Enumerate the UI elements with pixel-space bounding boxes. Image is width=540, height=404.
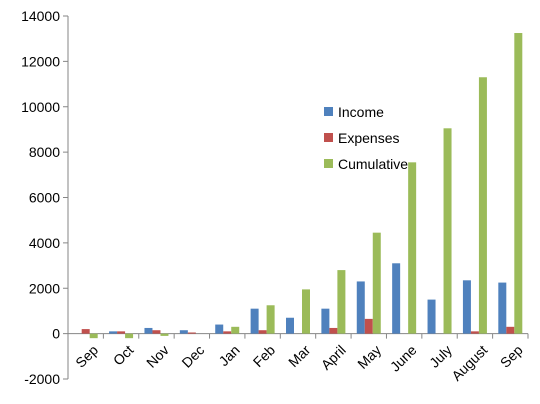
bar-expenses-7 xyxy=(329,327,338,334)
bar-income-11 xyxy=(462,280,471,334)
y-tick-label: -2000 xyxy=(24,371,60,387)
legend-swatch-income xyxy=(324,107,333,116)
bar-income-7 xyxy=(321,308,330,334)
legend-swatch-cumulative xyxy=(324,159,333,168)
bar-cumulative-6 xyxy=(302,289,310,334)
bar-expenses-12 xyxy=(506,326,515,334)
bar-cumulative-4 xyxy=(231,326,240,334)
bar-cumulative-1 xyxy=(125,333,134,339)
bar-cumulative-9 xyxy=(408,162,417,334)
bar-expenses-11 xyxy=(470,331,479,334)
x-axis: Sep Oct Nov Dec Jan Feb Mar April May June JulyAug… xyxy=(67,333,529,384)
y-tick-label: 6000 xyxy=(29,190,60,206)
bars xyxy=(81,33,523,339)
bar-cumulative-0 xyxy=(89,333,98,339)
bar-cumulative-5 xyxy=(266,305,275,334)
bar-income-10 xyxy=(427,299,436,334)
bar-income-6 xyxy=(286,317,294,334)
x-tick-label: Dec xyxy=(178,342,207,371)
y-axis: -2000 0 2000 4000 6000 8000 10000 12000 14000 xyxy=(21,8,69,387)
y-tick-label: 10000 xyxy=(21,99,60,115)
y-tick-label: 14000 xyxy=(21,8,60,24)
y-tick-label: 12000 xyxy=(21,53,60,69)
x-tick-label: Jan xyxy=(215,342,242,369)
bar-income-1 xyxy=(109,331,118,334)
x-tick-label: Feb xyxy=(250,342,279,371)
bar-expenses-3 xyxy=(187,332,196,334)
bar-income-12 xyxy=(498,282,507,334)
x-tick-label: August xyxy=(448,342,490,384)
bar-cumulative-11 xyxy=(478,77,487,334)
bar-cumulative-8 xyxy=(372,232,381,334)
bar-cumulative-12 xyxy=(514,33,523,334)
x-tick-label: April xyxy=(318,342,349,373)
y-tick-label: 0 xyxy=(52,326,60,342)
legend-swatch-expenses xyxy=(324,133,333,142)
y-tick-label: 4000 xyxy=(29,235,60,251)
bar-expenses-1 xyxy=(117,331,126,334)
bar-expenses-8 xyxy=(364,318,373,334)
legend: Income Expenses Cumulative xyxy=(324,104,408,172)
bar-income-5 xyxy=(250,308,259,334)
x-tick-label: Nov xyxy=(143,342,172,371)
x-tick-label: Mar xyxy=(285,342,314,371)
legend-label-cumulative: Cumulative xyxy=(338,156,408,172)
x-tick-label: June xyxy=(387,342,420,375)
x-tick-label: Sep xyxy=(497,342,526,371)
x-tick-label: Sep xyxy=(72,342,101,371)
legend-label-income: Income xyxy=(338,104,384,120)
bar-cumulative-2 xyxy=(160,333,169,336)
bar-income-3 xyxy=(179,330,188,334)
bar-income-8 xyxy=(356,281,365,334)
y-tick-label: 8000 xyxy=(29,144,60,160)
bar-expenses-4 xyxy=(223,331,232,334)
bar-expenses-0 xyxy=(81,329,90,334)
bar-income-9 xyxy=(392,263,401,334)
bar-income-4 xyxy=(215,324,224,334)
bar-expenses-5 xyxy=(258,330,267,334)
bar-cumulative-10 xyxy=(443,128,452,334)
legend-label-expenses: Expenses xyxy=(338,130,399,146)
bar-expenses-2 xyxy=(152,330,161,334)
x-tick-label: Oct xyxy=(110,342,137,369)
y-tick-label: 2000 xyxy=(29,280,60,296)
bar-income-2 xyxy=(144,327,153,334)
x-tick-label: July xyxy=(426,342,455,371)
bar-cumulative-7 xyxy=(337,270,346,334)
x-tick-label: May xyxy=(354,342,384,372)
